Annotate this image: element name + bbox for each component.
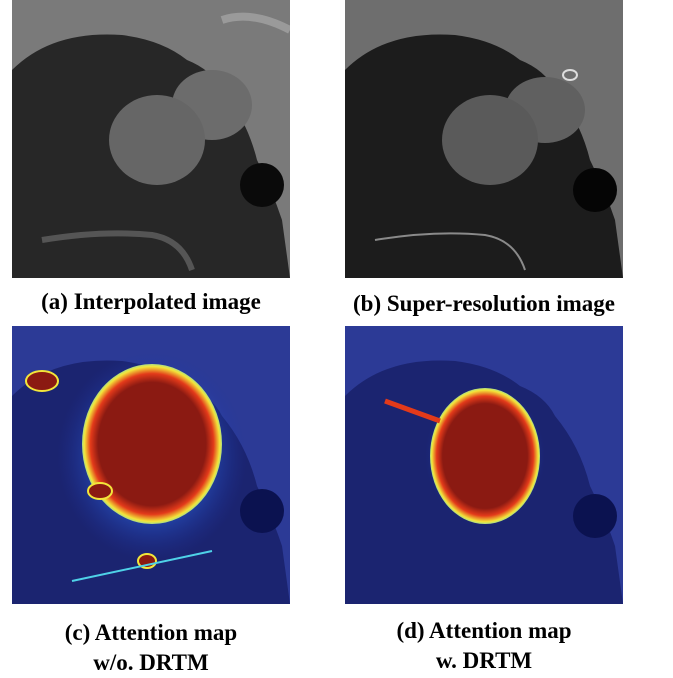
caption: (a) Interpolated image (41, 289, 261, 314)
caption: w/o. DRTM (93, 650, 209, 675)
attention-map-without-drtm (12, 326, 290, 604)
caption: w. DRTM (436, 648, 533, 673)
caption: (c) Attention map (65, 620, 237, 645)
attention-map-with-drtm (345, 326, 623, 604)
super-resolution-image (345, 0, 623, 278)
figure: (a) Interpolated image (b) Super-resolut… (0, 0, 673, 678)
caption: (d) Attention map (396, 618, 571, 643)
caption: (b) Super-resolution image (353, 291, 615, 316)
interpolated-image (12, 0, 290, 278)
